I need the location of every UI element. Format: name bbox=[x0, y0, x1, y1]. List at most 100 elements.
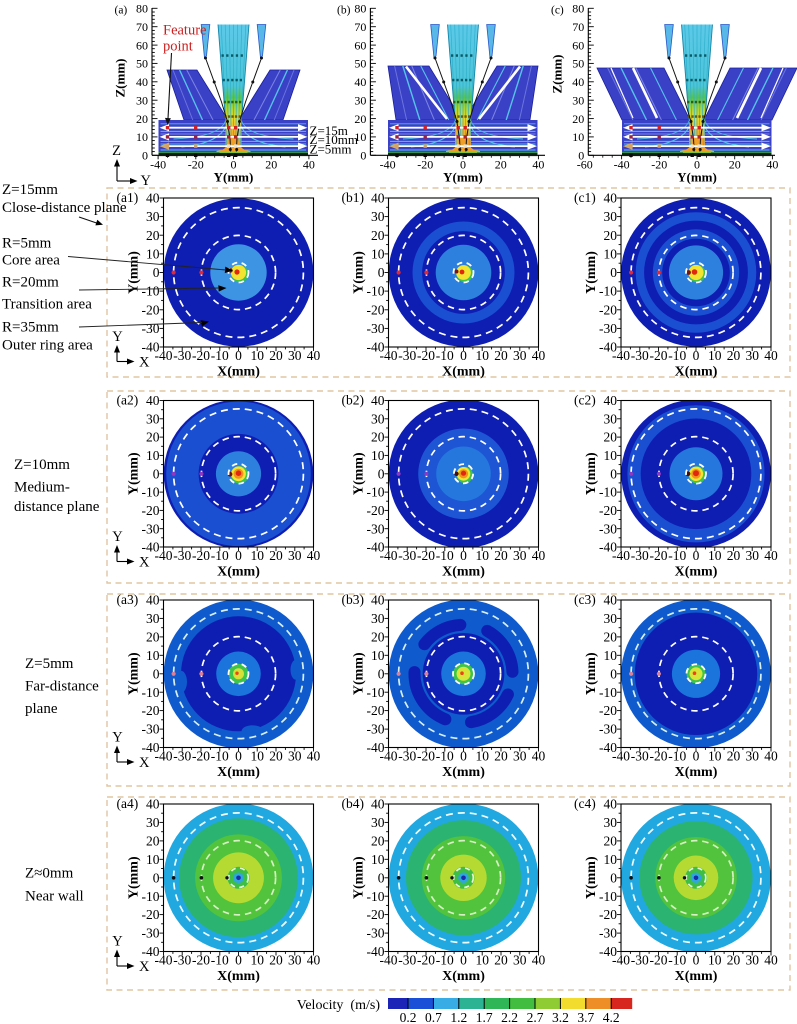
svg-text:10: 10 bbox=[251, 953, 265, 968]
svg-text:30: 30 bbox=[604, 209, 618, 224]
svg-text:20: 20 bbox=[146, 430, 160, 445]
svg-text:30: 30 bbox=[146, 815, 160, 830]
svg-text:20: 20 bbox=[371, 833, 385, 848]
svg-text:-40: -40 bbox=[599, 740, 617, 755]
svg-text:30: 30 bbox=[146, 411, 160, 426]
svg-text:10: 10 bbox=[251, 348, 265, 363]
svg-text:-30: -30 bbox=[367, 321, 385, 336]
svg-text:80: 80 bbox=[572, 2, 584, 16]
svg-text:X(mm): X(mm) bbox=[217, 969, 260, 984]
svg-text:20: 20 bbox=[269, 548, 283, 563]
svg-text:Z=5mm: Z=5mm bbox=[25, 656, 74, 672]
svg-text:-40: -40 bbox=[142, 540, 160, 555]
svg-text:40: 40 bbox=[146, 593, 160, 608]
svg-text:60: 60 bbox=[136, 38, 148, 52]
svg-text:0: 0 bbox=[610, 666, 617, 681]
svg-text:Z=15m: Z=15m bbox=[310, 123, 348, 138]
svg-text:-10: -10 bbox=[599, 284, 617, 299]
svg-text:30: 30 bbox=[746, 749, 760, 764]
svg-text:20: 20 bbox=[265, 157, 277, 171]
svg-text:-10: -10 bbox=[211, 348, 229, 363]
svg-text:R=5mm: R=5mm bbox=[2, 236, 52, 252]
svg-text:X(mm): X(mm) bbox=[442, 765, 485, 780]
svg-text:-40: -40 bbox=[142, 944, 160, 959]
svg-text:20: 20 bbox=[269, 953, 283, 968]
svg-text:-20: -20 bbox=[599, 907, 617, 922]
svg-text:70: 70 bbox=[354, 20, 366, 34]
svg-text:20: 20 bbox=[136, 112, 148, 126]
svg-text:Y: Y bbox=[112, 329, 123, 345]
svg-text:40: 40 bbox=[532, 548, 546, 563]
svg-text:30: 30 bbox=[746, 348, 760, 363]
svg-text:-30: -30 bbox=[599, 722, 617, 737]
svg-text:0: 0 bbox=[378, 870, 385, 885]
svg-text:2.7: 2.7 bbox=[527, 1010, 544, 1024]
svg-text:X: X bbox=[139, 355, 150, 371]
svg-text:40: 40 bbox=[604, 393, 618, 408]
svg-text:0: 0 bbox=[610, 466, 617, 481]
svg-text:10: 10 bbox=[572, 130, 584, 144]
svg-text:-30: -30 bbox=[173, 953, 191, 968]
svg-text:-30: -30 bbox=[142, 521, 160, 536]
svg-text:10: 10 bbox=[146, 648, 160, 663]
svg-text:-40: -40 bbox=[612, 749, 630, 764]
svg-text:10: 10 bbox=[251, 749, 265, 764]
svg-text:10: 10 bbox=[354, 130, 366, 144]
svg-text:4.2: 4.2 bbox=[603, 1010, 620, 1024]
svg-text:0: 0 bbox=[235, 548, 242, 563]
svg-text:X(mm): X(mm) bbox=[442, 969, 485, 984]
svg-text:-40: -40 bbox=[367, 340, 385, 355]
svg-text:40: 40 bbox=[371, 593, 385, 608]
svg-text:20: 20 bbox=[146, 228, 160, 243]
svg-text:40: 40 bbox=[764, 348, 778, 363]
svg-text:80: 80 bbox=[354, 2, 366, 16]
svg-text:Y: Y bbox=[112, 730, 123, 746]
svg-text:-30: -30 bbox=[631, 548, 649, 563]
svg-text:(c4): (c4) bbox=[574, 796, 596, 811]
svg-text:20: 20 bbox=[146, 833, 160, 848]
svg-text:X(mm): X(mm) bbox=[675, 765, 718, 780]
svg-text:Y(mm): Y(mm) bbox=[584, 652, 599, 695]
svg-text:Y(mm): Y(mm) bbox=[352, 652, 367, 695]
svg-text:40: 40 bbox=[764, 548, 778, 563]
svg-text:40: 40 bbox=[146, 797, 160, 812]
svg-text:40: 40 bbox=[371, 191, 385, 206]
svg-text:X(mm): X(mm) bbox=[217, 565, 260, 580]
svg-text:Y(mm): Y(mm) bbox=[677, 169, 717, 184]
svg-text:20: 20 bbox=[727, 348, 741, 363]
svg-text:Y(mm): Y(mm) bbox=[584, 251, 599, 294]
svg-text:-10: -10 bbox=[367, 485, 385, 500]
svg-text:20: 20 bbox=[604, 430, 618, 445]
svg-text:-30: -30 bbox=[142, 722, 160, 737]
svg-text:-40: -40 bbox=[150, 157, 166, 171]
svg-text:10: 10 bbox=[708, 348, 722, 363]
svg-text:60: 60 bbox=[354, 38, 366, 52]
svg-text:Z=10mm: Z=10mm bbox=[14, 457, 70, 473]
svg-text:10: 10 bbox=[146, 246, 160, 261]
svg-text:X(mm): X(mm) bbox=[675, 365, 718, 380]
svg-text:Z: Z bbox=[112, 143, 121, 159]
svg-text:Y(mm): Y(mm) bbox=[352, 251, 367, 294]
svg-text:0: 0 bbox=[694, 157, 700, 171]
svg-text:-20: -20 bbox=[650, 348, 668, 363]
svg-text:30: 30 bbox=[746, 953, 760, 968]
svg-text:-40: -40 bbox=[367, 944, 385, 959]
svg-text:-10: -10 bbox=[599, 889, 617, 904]
svg-text:-10: -10 bbox=[436, 548, 454, 563]
svg-text:3.7: 3.7 bbox=[577, 1010, 594, 1024]
svg-text:0: 0 bbox=[231, 157, 237, 171]
svg-text:20: 20 bbox=[604, 833, 618, 848]
svg-text:(c3): (c3) bbox=[574, 592, 596, 607]
svg-text:20: 20 bbox=[727, 548, 741, 563]
svg-text:0: 0 bbox=[153, 666, 160, 681]
svg-text:10: 10 bbox=[371, 448, 385, 463]
svg-text:10: 10 bbox=[371, 246, 385, 261]
svg-text:40: 40 bbox=[766, 157, 778, 171]
svg-text:X(mm): X(mm) bbox=[675, 969, 718, 984]
svg-text:-10: -10 bbox=[599, 685, 617, 700]
svg-text:20: 20 bbox=[729, 157, 741, 171]
svg-text:10: 10 bbox=[708, 749, 722, 764]
svg-text:30: 30 bbox=[288, 548, 302, 563]
svg-text:40: 40 bbox=[532, 348, 546, 363]
svg-text:Medium-: Medium- bbox=[14, 480, 70, 496]
